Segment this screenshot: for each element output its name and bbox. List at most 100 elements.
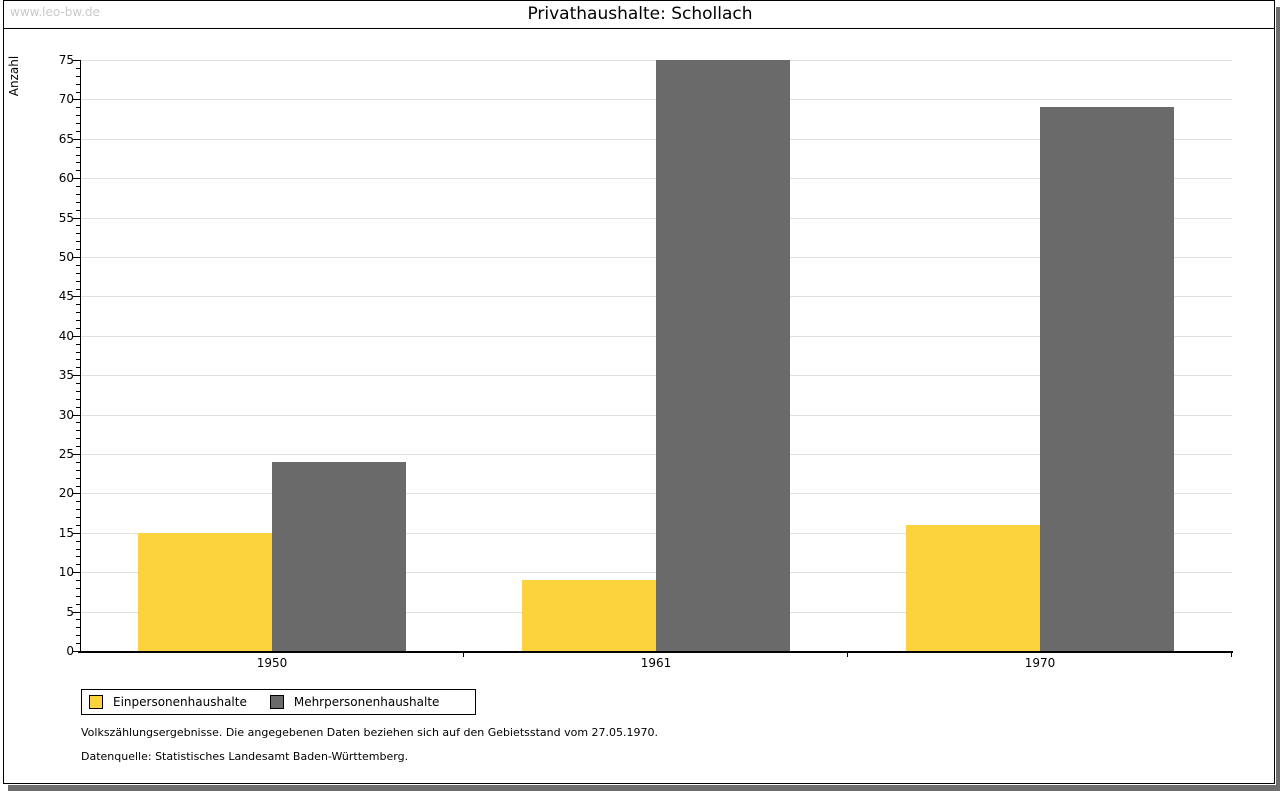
- y-axis-tick-label: 60: [58, 171, 74, 186]
- y-axis-minor-tick: [76, 501, 80, 503]
- legend-item-einpersonenhaushalte: Einpersonenhaushalte: [89, 695, 247, 709]
- y-axis-minor-tick: [76, 91, 80, 93]
- bar-einpersonenhaushalte-1950: [138, 532, 272, 651]
- x-axis-label: 1950: [256, 656, 288, 670]
- footnote-census: Volkszählungsergebnisse. Die angegebenen…: [81, 726, 659, 739]
- y-axis-minor-tick: [76, 130, 80, 132]
- footnote-source: Datenquelle: Statistisches Landesamt Bad…: [81, 750, 409, 763]
- y-axis-title: Anzahl: [7, 55, 21, 97]
- y-axis-minor-tick: [76, 603, 80, 605]
- y-axis-minor-tick: [76, 398, 80, 400]
- bar-einpersonenhaushalte-1961: [522, 580, 656, 651]
- bar-mehrpersonenhaushalte-1961: [656, 60, 790, 651]
- y-axis-major-tick: [73, 217, 80, 219]
- y-axis-major-tick: [73, 375, 80, 377]
- legend-item-mehrpersonenhaushalte: Mehrpersonenhaushalte: [269, 695, 440, 709]
- page-shadow-bottom: [8, 785, 1280, 791]
- y-axis-minor-tick: [76, 154, 80, 156]
- x-axis-tick: [463, 651, 464, 657]
- y-axis-major-tick: [73, 257, 80, 258]
- y-axis-minor-tick: [76, 540, 80, 542]
- y-axis-tick-label: 5: [66, 604, 74, 619]
- legend-swatch-mehrpersonenhaushalte: [269, 695, 284, 709]
- x-axis-tick: [847, 651, 848, 657]
- y-axis-minor-tick: [76, 320, 80, 322]
- y-axis-minor-tick: [76, 517, 80, 519]
- y-axis-minor-tick: [76, 619, 80, 621]
- y-axis-minor-tick: [76, 209, 80, 211]
- chart-title: Privathaushalte: Schollach: [527, 4, 753, 24]
- y-axis-tick-label: 35: [58, 368, 74, 383]
- y-axis-minor-tick: [76, 509, 80, 511]
- y-axis-minor-tick: [76, 587, 80, 589]
- bar-mehrpersonenhaushalte-1970: [1040, 107, 1174, 651]
- y-axis-tick-label: 55: [58, 210, 74, 225]
- bar-einpersonenhaushalte-1970: [906, 524, 1040, 651]
- y-axis-tick-label: 50: [58, 250, 74, 264]
- y-axis-major-tick: [73, 532, 80, 534]
- y-axis-minor-tick: [76, 241, 80, 243]
- y-axis-minor-tick: [76, 312, 80, 314]
- y-axis-minor-tick: [76, 548, 80, 550]
- y-axis-major-tick: [73, 99, 80, 101]
- y-axis-minor-tick: [76, 556, 80, 558]
- y-axis-minor-tick: [76, 524, 80, 526]
- y-axis-major-tick: [73, 138, 80, 140]
- y-axis-major-tick: [73, 611, 80, 613]
- y-axis-major-tick: [73, 651, 80, 652]
- watermark: www.leo-bw.de: [10, 5, 100, 19]
- y-axis-minor-tick: [76, 477, 80, 479]
- y-axis-minor-tick: [76, 595, 80, 597]
- y-axis-minor-tick: [76, 390, 80, 392]
- y-axis-minor-tick: [76, 359, 80, 361]
- y-axis-minor-tick: [76, 123, 80, 125]
- y-axis-minor-tick: [76, 107, 80, 109]
- y-axis-tick-label: 70: [58, 92, 74, 107]
- y-axis-minor-tick: [76, 635, 80, 637]
- y-axis-minor-tick: [76, 225, 80, 227]
- y-axis-tick-label: 20: [58, 486, 74, 501]
- page-shadow-right: [1276, 7, 1280, 791]
- legend-label-einpersonenhaushalte: Einpersonenhaushalte: [113, 695, 247, 709]
- x-axis-line: [78, 651, 1233, 653]
- y-axis-minor-tick: [76, 485, 80, 487]
- y-axis-tick-label: 25: [58, 447, 74, 461]
- y-axis-minor-tick: [76, 446, 80, 448]
- y-axis-minor-tick: [76, 146, 80, 148]
- legend-label-mehrpersonenhaushalte: Mehrpersonenhaushalte: [293, 695, 440, 709]
- x-axis-tick: [1231, 651, 1232, 657]
- y-axis-major-tick: [73, 493, 80, 495]
- legend-swatch-einpersonenhaushalte: [89, 695, 103, 709]
- y-axis-tick-label: 45: [58, 289, 74, 304]
- y-axis-minor-tick: [76, 201, 80, 203]
- y-axis-minor-tick: [76, 233, 80, 235]
- y-axis-minor-tick: [76, 67, 80, 69]
- y-axis-minor-tick: [76, 304, 80, 306]
- y-axis-line: [80, 60, 81, 652]
- y-axis-tick-label: 30: [58, 407, 74, 422]
- y-axis-minor-tick: [76, 288, 80, 290]
- y-axis-tick-label: 10: [58, 565, 74, 580]
- y-axis-minor-tick: [76, 162, 80, 164]
- y-axis-major-tick: [73, 60, 80, 61]
- chart-legend: Einpersonenhaushalte Mehrpersonenhaushal…: [81, 689, 476, 715]
- y-axis-tick-label: 65: [58, 131, 74, 146]
- y-axis-major-tick: [73, 335, 80, 337]
- y-axis-minor-tick: [76, 406, 80, 408]
- y-axis-minor-tick: [76, 280, 80, 282]
- y-axis-minor-tick: [76, 469, 80, 471]
- y-axis-minor-tick: [76, 327, 80, 329]
- y-axis-minor-tick: [76, 264, 80, 266]
- x-axis-label: 1970: [1024, 656, 1056, 670]
- y-axis-minor-tick: [76, 193, 80, 195]
- y-axis-minor-tick: [76, 367, 80, 369]
- y-axis-major-tick: [73, 414, 80, 416]
- y-axis-minor-tick: [76, 170, 80, 172]
- y-axis-minor-tick: [76, 580, 80, 582]
- y-axis-minor-tick: [76, 422, 80, 424]
- y-axis-minor-tick: [76, 115, 80, 117]
- y-axis-minor-tick: [76, 351, 80, 353]
- y-axis-minor-tick: [76, 272, 80, 274]
- y-axis-minor-tick: [76, 75, 80, 77]
